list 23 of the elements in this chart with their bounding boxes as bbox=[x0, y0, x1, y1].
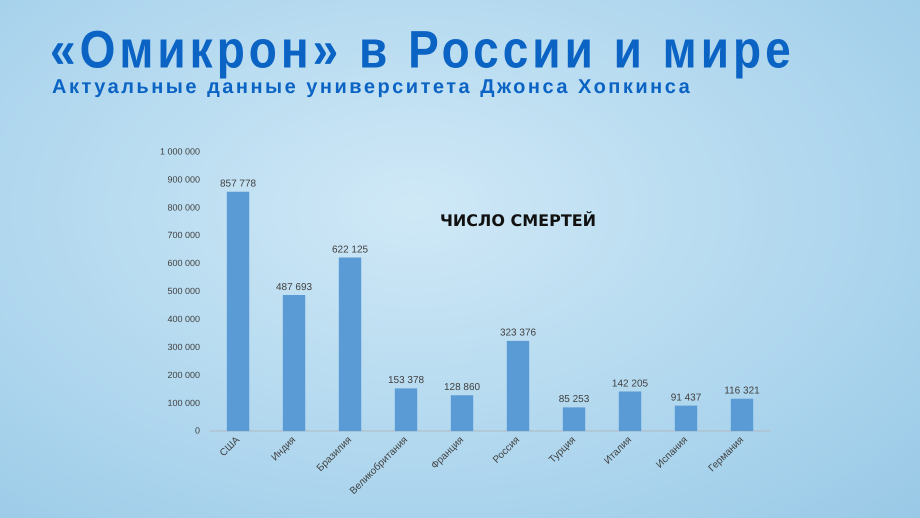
y-tick-label: 800 000 bbox=[167, 202, 200, 212]
y-tick-label: 200 000 bbox=[167, 370, 200, 380]
data-label: 622 125 bbox=[332, 244, 369, 256]
y-tick-label: 900 000 bbox=[167, 174, 200, 184]
y-tick-label: 0 bbox=[195, 426, 200, 436]
chart-title: «Омикрон» в России и мире bbox=[50, 18, 795, 79]
data-label: 85 253 bbox=[558, 394, 590, 406]
data-label: 91 437 bbox=[670, 392, 702, 404]
y-tick-label: 700 000 bbox=[167, 230, 200, 240]
y-tick-label: 1 000 000 bbox=[160, 146, 200, 156]
data-label: 487 693 bbox=[276, 282, 313, 293]
data-label: 128 860 bbox=[444, 382, 481, 393]
y-tick-label: 600 000 bbox=[167, 258, 200, 268]
y-tick-label: 400 000 bbox=[167, 314, 200, 324]
y-tick-label: 500 000 bbox=[167, 286, 200, 296]
y-tick-label: 300 000 bbox=[167, 342, 200, 352]
annotation: ЧИСЛО СМЕРТЕЙ bbox=[440, 210, 596, 230]
data-label: 857 778 bbox=[220, 178, 257, 190]
data-label: 116 321 bbox=[724, 385, 760, 396]
data-label: 323 376 bbox=[500, 328, 537, 339]
data-label: 153 378 bbox=[388, 375, 425, 386]
data-label: 142 205 bbox=[612, 378, 649, 390]
y-tick-label: 100 000 bbox=[167, 398, 200, 408]
